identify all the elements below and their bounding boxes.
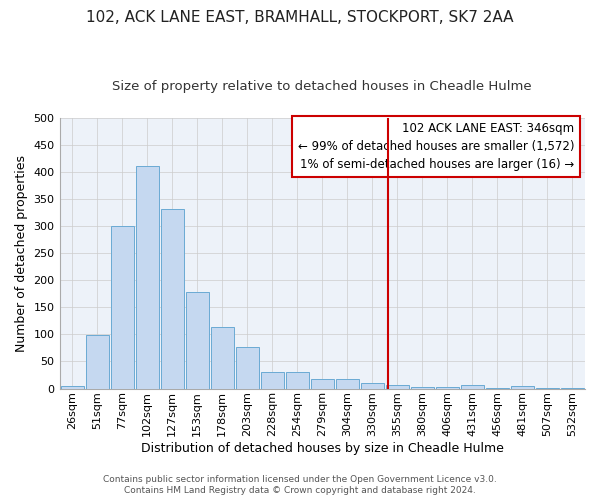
Bar — [161, 210, 184, 388]
Bar — [136, 166, 158, 388]
Bar — [336, 379, 359, 388]
Title: Size of property relative to detached houses in Cheadle Hulme: Size of property relative to detached ho… — [112, 80, 532, 93]
Bar — [386, 385, 409, 388]
Bar — [511, 386, 534, 388]
Bar — [311, 379, 334, 388]
Text: Contains public sector information licensed under the Open Government Licence v3: Contains public sector information licen… — [103, 475, 497, 484]
Bar — [436, 387, 459, 388]
Bar — [361, 383, 384, 388]
Text: 102 ACK LANE EAST: 346sqm
← 99% of detached houses are smaller (1,572)
1% of sem: 102 ACK LANE EAST: 346sqm ← 99% of detac… — [298, 122, 574, 171]
Bar — [261, 372, 284, 388]
Bar — [461, 385, 484, 388]
Bar — [286, 372, 309, 388]
Bar — [110, 226, 134, 388]
Bar — [211, 328, 233, 388]
Text: Contains HM Land Registry data © Crown copyright and database right 2024.: Contains HM Land Registry data © Crown c… — [124, 486, 476, 495]
X-axis label: Distribution of detached houses by size in Cheadle Hulme: Distribution of detached houses by size … — [141, 442, 504, 455]
Bar — [61, 386, 83, 388]
Text: 102, ACK LANE EAST, BRAMHALL, STOCKPORT, SK7 2AA: 102, ACK LANE EAST, BRAMHALL, STOCKPORT,… — [86, 10, 514, 25]
Bar — [86, 335, 109, 388]
Bar — [236, 347, 259, 389]
Bar — [185, 292, 209, 388]
Bar — [411, 387, 434, 388]
Y-axis label: Number of detached properties: Number of detached properties — [15, 154, 28, 352]
